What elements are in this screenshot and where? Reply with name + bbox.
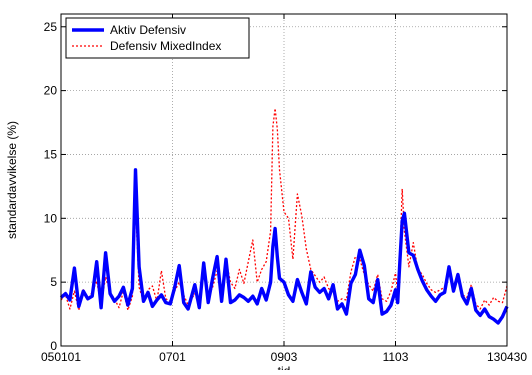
x-tick-label: 050101	[41, 350, 81, 364]
axis-ticks: 0 5 10 15 20 25 050101 0701 0903 1103 130430	[41, 14, 527, 364]
y-tick-label: 10	[44, 211, 58, 225]
y-axis-label: standardavvikelse (%)	[5, 121, 19, 239]
series-line-defensiv-mixedindex	[60, 107, 508, 311]
legend: Aktiv Defensiv Defensiv MixedIndex	[65, 17, 250, 59]
x-tick-label: 130430	[487, 350, 527, 364]
legend-box	[65, 17, 250, 59]
x-tick-label: 0701	[159, 350, 186, 364]
series-line-aktiv-defensiv	[59, 168, 509, 325]
x-tick-label: 1103	[383, 350, 409, 364]
x-axis-label: tid	[278, 364, 291, 370]
x-tick-label: 0903	[271, 350, 298, 364]
y-tick-label: 15	[44, 147, 58, 161]
y-tick-label: 0	[50, 339, 57, 353]
y-tick-label: 5	[50, 275, 57, 289]
series-lines	[59, 107, 509, 325]
y-tick-label: 20	[44, 84, 58, 98]
legend-label-aktiv-defensiv: Aktiv Defensiv	[110, 23, 186, 37]
legend-label-defensiv-mixedindex: Defensiv MixedIndex	[110, 39, 221, 53]
y-tick-label: 25	[44, 20, 58, 34]
